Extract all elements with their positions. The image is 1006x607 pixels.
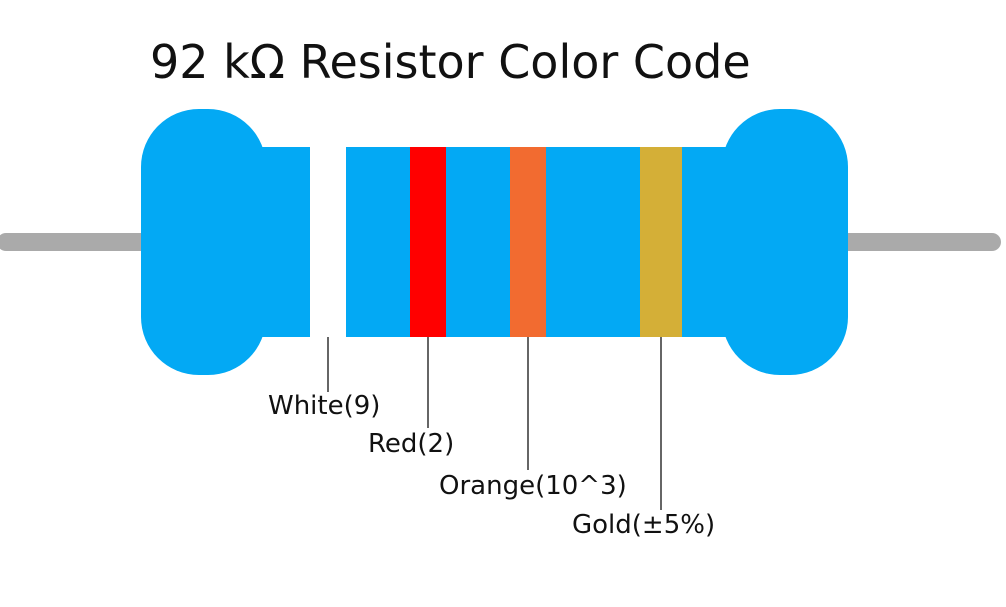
band-label-white: White(9) — [268, 391, 381, 421]
page-title: 92 kΩ Resistor Color Code — [150, 35, 751, 89]
band-white — [310, 147, 346, 337]
band-gold — [640, 147, 682, 337]
band-red — [410, 147, 446, 337]
band-label-gold: Gold(±5%) — [572, 510, 716, 540]
band-label-red: Red(2) — [368, 429, 455, 459]
band-label-orange: Orange(10^3) — [439, 471, 627, 501]
band-orange — [510, 147, 546, 337]
left-end-cap — [141, 109, 266, 375]
